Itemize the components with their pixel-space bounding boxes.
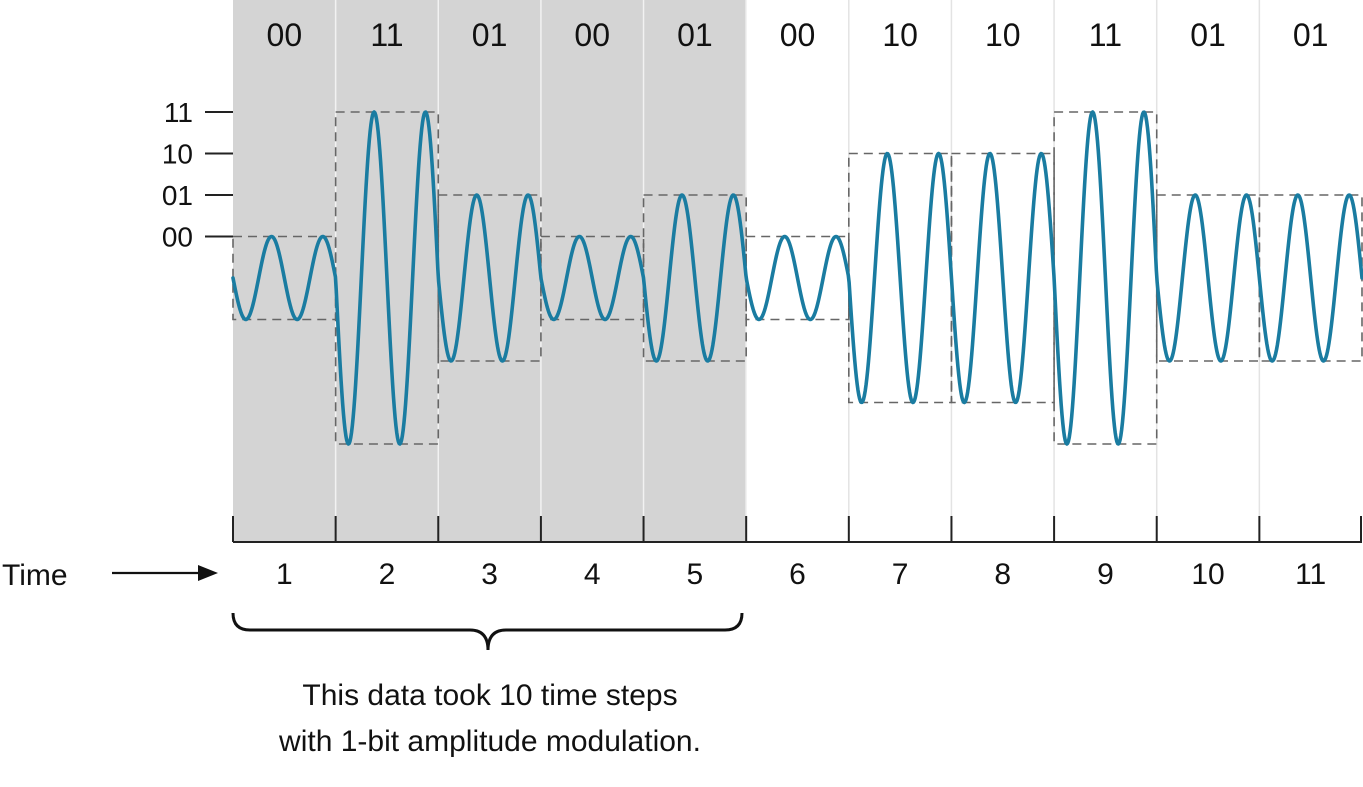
time-step-label: 2 [379,558,396,591]
caption-line-1: This data took 10 time steps [302,679,677,712]
caption-line-2: with 1-bit amplitude modulation. [278,725,701,758]
level-label: 01 [162,180,193,211]
modulated-waveform [231,110,1363,446]
level-label: 00 [162,222,193,253]
bit-pair-label: 01 [1293,17,1329,53]
time-step-label: 9 [1097,558,1114,591]
envelope-box [334,111,440,445]
bit-pair-label: 11 [370,17,403,53]
bit-pair-label: 01 [1190,17,1226,53]
envelope-box [232,235,337,321]
time-step-label: 6 [789,558,806,591]
bit-pair-label: 00 [780,17,816,53]
envelope-box [540,235,645,321]
time-axis-label: Time [2,559,68,592]
bit-pair-label: 01 [472,17,508,53]
time-step-label: 7 [892,558,909,591]
level-label: 11 [164,97,193,128]
bit-pair-label: 00 [574,17,610,53]
bit-pair-label: 01 [677,17,713,53]
bit-pair-label: 10 [882,17,918,53]
envelope-box [745,235,850,321]
time-step-label: 4 [584,558,601,591]
time-step-label: 3 [481,558,498,591]
amplitude-level-axis: 11 10 01 00 [162,97,233,253]
grouping-brace [231,612,744,651]
bit-pair-label: 10 [985,17,1021,53]
time-step-label: 1 [276,558,293,591]
time-axis: 1 2 3 4 5 6 7 8 9 10 11 [232,516,1362,591]
time-arrow [112,565,218,581]
bit-pair-labels: 00 11 01 00 01 00 10 10 11 01 01 [267,17,1329,53]
time-step-label: 8 [994,558,1011,591]
time-step-label: 5 [687,558,704,591]
bit-pair-label: 11 [1089,17,1122,53]
level-label: 10 [162,139,193,170]
time-step-label: 11 [1295,558,1326,591]
envelope-box [1053,111,1158,445]
time-step-label: 10 [1191,558,1224,591]
bit-pair-label: 00 [267,17,303,53]
